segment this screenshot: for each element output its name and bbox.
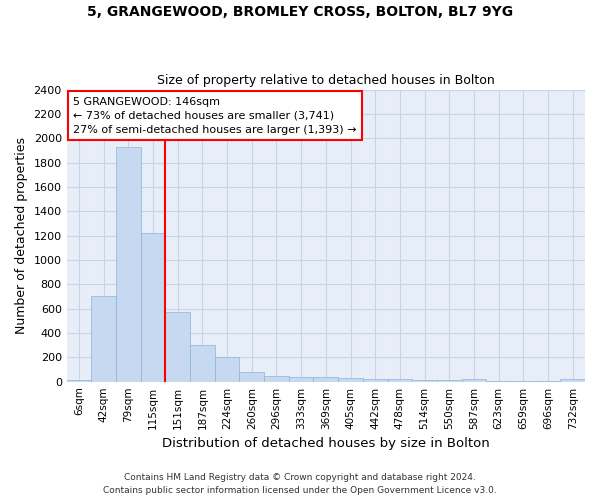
Text: 5 GRANGEWOOD: 146sqm
← 73% of detached houses are smaller (3,741)
27% of semi-de: 5 GRANGEWOOD: 146sqm ← 73% of detached h… <box>73 97 357 135</box>
Bar <box>486 381 511 382</box>
Text: 5, GRANGEWOOD, BROMLEY CROSS, BOLTON, BL7 9YG: 5, GRANGEWOOD, BROMLEY CROSS, BOLTON, BL… <box>87 5 513 19</box>
Bar <box>511 381 536 382</box>
Bar <box>264 376 289 382</box>
Bar <box>91 296 116 382</box>
Bar <box>412 380 437 382</box>
X-axis label: Distribution of detached houses by size in Bolton: Distribution of detached houses by size … <box>162 437 490 450</box>
Bar <box>363 378 388 382</box>
Bar <box>536 381 560 382</box>
Bar <box>141 233 166 382</box>
Bar <box>289 378 313 382</box>
Bar <box>190 344 215 382</box>
Bar <box>215 358 239 382</box>
Bar <box>67 380 91 382</box>
Bar <box>437 380 461 382</box>
Bar <box>313 378 338 382</box>
Title: Size of property relative to detached houses in Bolton: Size of property relative to detached ho… <box>157 74 495 87</box>
Bar <box>338 378 363 382</box>
Bar <box>116 147 141 382</box>
Bar <box>388 379 412 382</box>
Bar <box>239 372 264 382</box>
Bar <box>560 379 585 382</box>
Y-axis label: Number of detached properties: Number of detached properties <box>15 137 28 334</box>
Bar <box>166 312 190 382</box>
Bar <box>461 379 486 382</box>
Text: Contains HM Land Registry data © Crown copyright and database right 2024.
Contai: Contains HM Land Registry data © Crown c… <box>103 474 497 495</box>
